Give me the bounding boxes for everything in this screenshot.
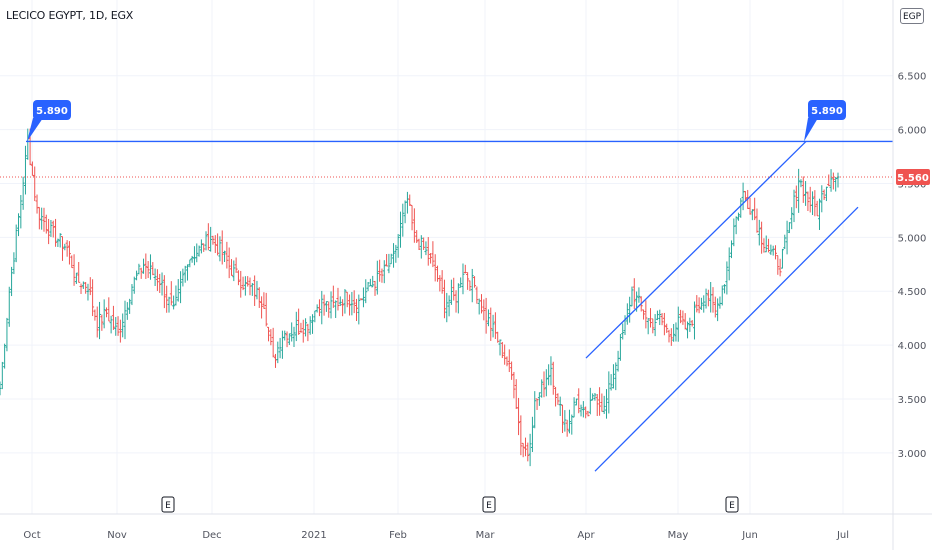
earnings-marker[interactable]: E (482, 496, 496, 513)
earnings-marker[interactable]: E (161, 496, 175, 513)
earnings-marker-box (482, 496, 496, 513)
y-tick-label: 6.000 (898, 126, 927, 137)
earnings-marker-label: E (165, 501, 171, 511)
x-tick-label: Jul (836, 530, 849, 541)
earnings-marker[interactable]: E (725, 496, 739, 513)
x-tick-label: Apr (577, 530, 595, 541)
earnings-marker-label: E (486, 501, 492, 511)
price-callout-pointer (804, 118, 818, 142)
trend-drawings[interactable] (26, 140, 893, 472)
x-tick-label: 2021 (301, 530, 326, 541)
channel-lower-line (594, 206, 859, 472)
symbol-title[interactable]: LECICO EGYPT, 1D, EGX (6, 9, 134, 22)
price-callout-pointer (27, 118, 43, 142)
y-tick-label: 5.000 (898, 233, 927, 244)
price-callout-label: 5.890 (36, 106, 68, 117)
channel-upper-line (585, 140, 807, 359)
y-tick-label: 3.000 (898, 449, 927, 460)
time-axis[interactable]: Oct Nov Dec 2021 Feb Mar Apr May Jun Jul (0, 513, 932, 541)
grid-lines (0, 0, 893, 514)
y-tick-label: 4.500 (898, 287, 927, 298)
x-tick-label: Dec (202, 530, 221, 541)
x-tick-label: Feb (389, 530, 407, 541)
earnings-marker-label: E (729, 501, 735, 511)
price-callout-bg (33, 100, 71, 120)
x-tick-label: Nov (107, 530, 127, 541)
y-tick-label: 3.500 (898, 395, 927, 406)
candles (0, 128, 840, 467)
x-tick-label: May (668, 530, 689, 541)
x-tick-label: Oct (23, 530, 40, 541)
y-tick-label: 6.500 (898, 72, 927, 83)
last-price-label: 5.560 (897, 173, 929, 184)
earnings-marker-box (161, 496, 175, 513)
currency-badge[interactable]: EGP (900, 8, 924, 24)
x-tick-label: Jun (741, 530, 758, 541)
earnings-marker-box (725, 496, 739, 513)
x-tick-label: Mar (476, 530, 496, 541)
last-price-label-bg (896, 169, 930, 186)
y-tick-label: 4.000 (898, 341, 927, 352)
price-callout-label: 5.890 (811, 106, 843, 117)
price-labels: 5.560 5.890 5.890 (0, 100, 930, 186)
price-callout-bg (808, 100, 846, 120)
